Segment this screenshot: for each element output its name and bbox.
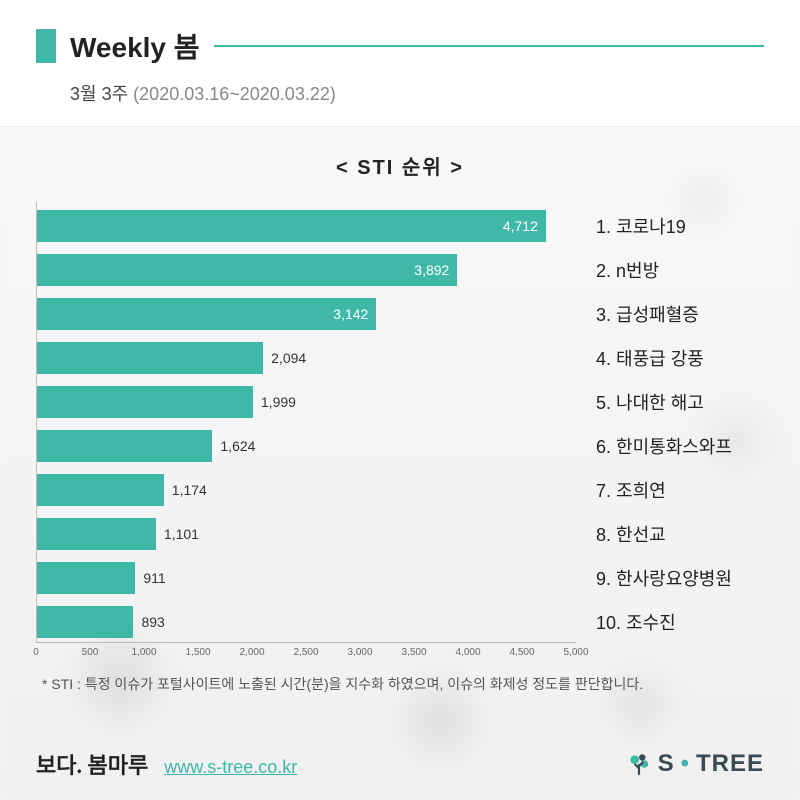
logo-text-s: S: [658, 750, 675, 778]
tree-icon: [626, 751, 652, 777]
chart-title: < STI 순위 >: [36, 151, 764, 180]
x-axis: 0 500 1,000 1,500 2,000 2,500 3,000 3,500 4,000 4…: [36, 642, 576, 664]
stree-logo: S•TREE: [626, 750, 764, 778]
rank-label: 9. 한사랑요양병원: [596, 556, 764, 600]
bar-row: 1,624: [37, 424, 576, 468]
footer-link[interactable]: www.s-tree.co.kr: [164, 757, 297, 778]
x-tick: 1,500: [185, 647, 210, 658]
chart-body: 4,712 3,892 3,142 2,094 1,999 1,624 1,174 1,101…: [36, 202, 764, 664]
bar-value-label: 911: [143, 570, 165, 586]
bar: 1,101: [37, 518, 156, 550]
bar: 1,174: [37, 474, 164, 506]
bars-column: 4,712 3,892 3,142 2,094 1,999 1,624 1,174 1,101…: [36, 202, 576, 664]
chart-footnote: * STI : 특정 이슈가 포털사이트에 노출된 시간(분)을 지수화 하였으…: [36, 674, 764, 694]
x-tick: 0: [33, 647, 39, 658]
rank-label: 7. 조희연: [596, 468, 764, 512]
title-divider-line: [214, 45, 764, 47]
bar-row: 1,999: [37, 380, 576, 424]
x-tick: 2,500: [293, 647, 318, 658]
x-tick: 5,000: [563, 647, 588, 658]
bar-value-label: 1,624: [220, 438, 255, 454]
logo-dot-icon: •: [681, 750, 690, 778]
bar: 893: [37, 606, 133, 638]
bar-value-label: 2,094: [271, 350, 306, 366]
bars-container: 4,712 3,892 3,142 2,094 1,999 1,624 1,174 1,101…: [36, 202, 576, 642]
title-row: Weekly 봄: [36, 26, 764, 66]
rank-label: 5. 나대한 해고: [596, 380, 764, 424]
bar-value-label: 893: [141, 614, 164, 630]
brand-script-text: 보다. 봄마루: [36, 748, 148, 780]
chart-area: < STI 순위 > 4,712 3,892 3,142 2,094 1,999 1,62…: [0, 127, 800, 704]
bar: 911: [37, 562, 135, 594]
subtitle: 3월 3주 (2020.03.16~2020.03.22): [70, 80, 764, 106]
subtitle-range: (2020.03.16~2020.03.22): [133, 84, 336, 104]
x-tick: 3,500: [401, 647, 426, 658]
header: Weekly 봄 3월 3주 (2020.03.16~2020.03.22): [0, 0, 800, 127]
bar-row: 1,174: [37, 468, 576, 512]
rank-label: 4. 태풍급 강풍: [596, 336, 764, 380]
bar: 4,712: [37, 210, 546, 242]
x-tick: 1,000: [131, 647, 156, 658]
x-tick: 4,500: [509, 647, 534, 658]
bar: 1,999: [37, 386, 253, 418]
x-tick: 2,000: [239, 647, 264, 658]
bar-row: 2,094: [37, 336, 576, 380]
footer-right: S•TREE: [626, 750, 764, 778]
subtitle-main: 3월 3주: [70, 84, 128, 104]
footer-left: 보다. 봄마루 www.s-tree.co.kr: [36, 748, 297, 780]
bar-row: 911: [37, 556, 576, 600]
logo-text-tree: TREE: [696, 750, 764, 778]
rank-label: 6. 한미통화스와프: [596, 424, 764, 468]
title-accent-bar: [36, 29, 56, 63]
x-tick: 3,000: [347, 647, 372, 658]
bar: 2,094: [37, 342, 263, 374]
rank-label: 3. 급성패혈증: [596, 292, 764, 336]
footer: 보다. 봄마루 www.s-tree.co.kr S•TREE: [36, 748, 764, 780]
rank-label: 10. 조수진: [596, 600, 764, 644]
bar-value-label: 1,174: [172, 482, 207, 498]
rank-label: 2. n번방: [596, 248, 764, 292]
bar-value-label: 3,142: [333, 306, 368, 322]
labels-column: 1. 코로나192. n번방3. 급성패혈증4. 태풍급 강풍5. 나대한 해고…: [596, 202, 764, 664]
bar-value-label: 1,101: [164, 526, 199, 542]
x-tick: 4,000: [455, 647, 480, 658]
bar-value-label: 3,892: [414, 262, 449, 278]
bar: 3,892: [37, 254, 457, 286]
bar-row: 1,101: [37, 512, 576, 556]
bar-value-label: 1,999: [261, 394, 296, 410]
bar-row: 893: [37, 600, 576, 644]
rank-label: 1. 코로나19: [596, 204, 764, 248]
bar: 3,142: [37, 298, 376, 330]
bar-row: 3,142: [37, 292, 576, 336]
rank-label: 8. 한선교: [596, 512, 764, 556]
bar: 1,624: [37, 430, 212, 462]
bar-row: 3,892: [37, 248, 576, 292]
bar-value-label: 4,712: [503, 218, 538, 234]
page-title: Weekly 봄: [70, 26, 200, 66]
x-tick: 500: [82, 647, 99, 658]
bar-row: 4,712: [37, 204, 576, 248]
